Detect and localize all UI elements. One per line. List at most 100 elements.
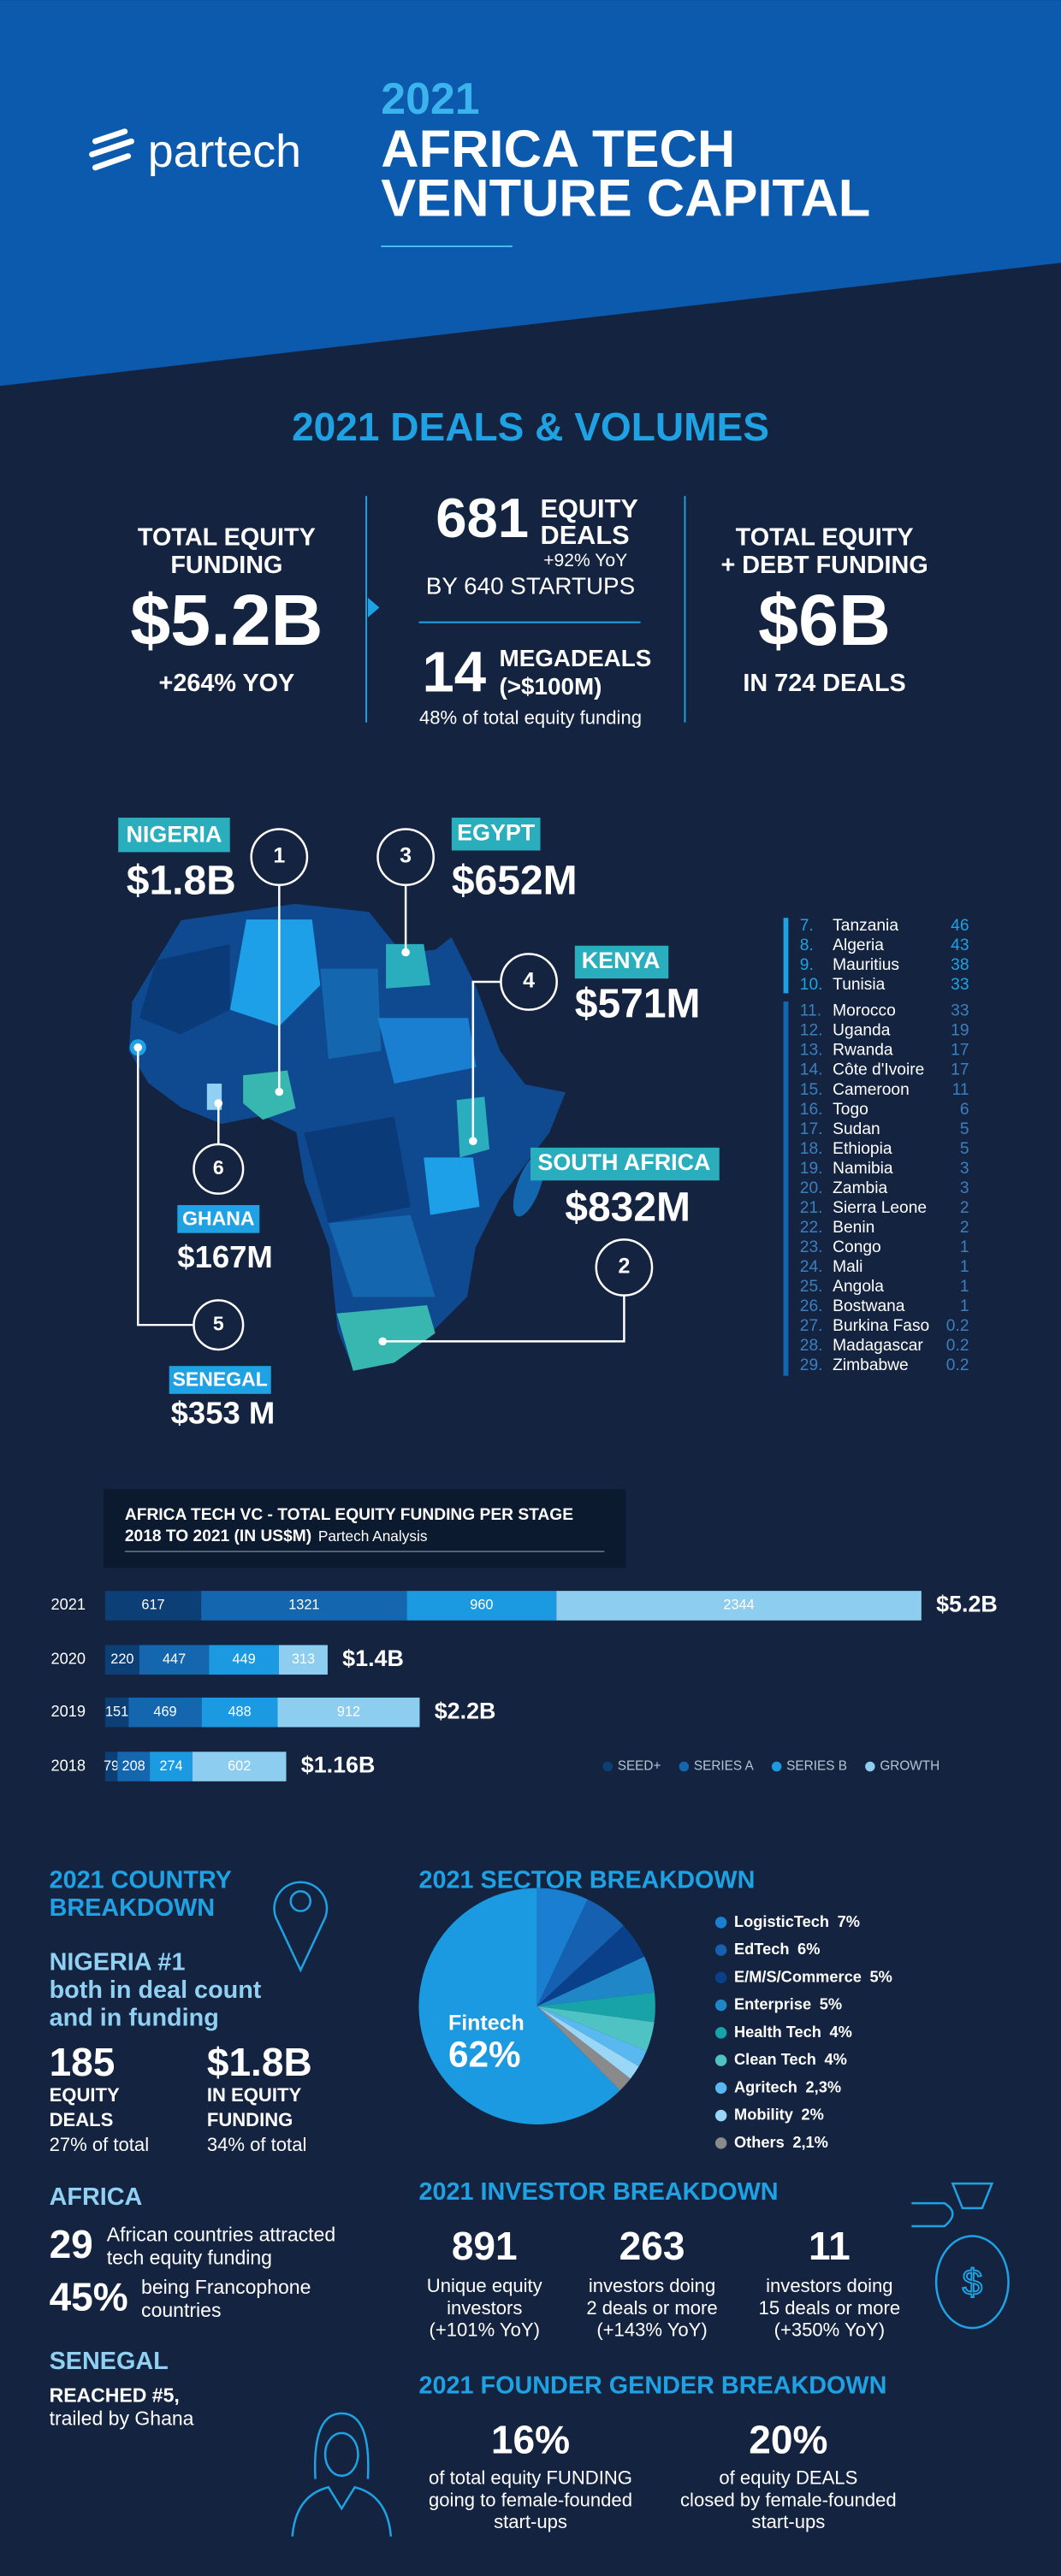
stat-description: investors [447,2297,522,2319]
section-heading: BREAKDOWN [50,1894,215,1922]
stat-value: 891 [452,2224,518,2268]
rank: 29. [800,1356,823,1374]
legend-category: Others [734,2133,785,2151]
segment-label: 912 [337,1705,360,1720]
country-amount: 0.2 [946,1356,969,1374]
legend-label: Enterprise 5% [734,1994,842,2012]
legend-label: E/M/S/Commerce 5% [734,1967,892,1985]
section-heading: 2021 DEALS & VOLUMES [292,405,769,449]
legend-swatch [865,1761,875,1772]
bar-segment [150,1752,193,1781]
rank-circle [595,1238,654,1297]
country-amount: 0.2 [946,1317,969,1335]
stat-description: start-ups [494,2511,567,2532]
stat-label: EQUITY [541,493,638,523]
country-amount: 0.2 [946,1337,969,1355]
title: VENTURE CAPITAL [381,168,870,227]
country-name: Togo [833,1101,868,1119]
stat-description: of total equity FUNDING [429,2467,632,2488]
country-amount: $571M [575,981,701,1026]
face [323,2431,359,2478]
country-name: Namibia [833,1160,893,1178]
bar-segment [128,1697,202,1728]
rank-circle [193,1143,245,1195]
stat-label: (>$100M) [500,673,602,700]
label-box [118,818,230,853]
stat-description: (+143% YoY) [596,2319,707,2341]
stat-value: 11 [809,2224,851,2268]
country-amount: $353 M [171,1395,276,1430]
segment-label: 313 [292,1651,315,1667]
rank: 24. [800,1258,823,1276]
stat-label: TOTAL EQUITY [736,523,914,551]
stat-description: investors doing [589,2275,715,2296]
stat-description: of equity DEALS [719,2467,857,2488]
bar-segment [104,1697,129,1728]
legend-label: Others 2,1% [734,2133,828,2151]
label-box [451,818,541,851]
country-name: Zimbabwe [833,1356,909,1374]
legend-label: Agritech 2,3% [734,2077,841,2095]
country-amount: 5 [960,1140,969,1158]
stat-note: 34% of total [207,2134,307,2155]
country-label: SENEGAL [173,1368,268,1391]
country-amount: 43 [951,936,969,954]
rank: 10. [800,976,823,994]
stat-label: DEALS [541,520,630,550]
rank-number: 4 [523,969,535,993]
leader-line [382,1295,625,1343]
legend-swatch [714,2137,727,2149]
stat-value: 20% [749,2418,827,2462]
country-name: Angola [833,1278,884,1296]
legend-value: 6% [797,1940,820,1958]
rank: 15. [800,1081,823,1099]
legend-value: 2,1% [792,2133,828,2151]
country-amount: 2 [960,1199,969,1217]
legend-swatch [714,1999,727,2012]
pin-outline [273,1881,329,1973]
rank: 20. [800,1179,823,1197]
country-label: GHANA [182,1207,255,1229]
chart-title-line: 2018 TO 2021 (IN US$M) [125,1527,311,1545]
country-amount: 17 [951,1061,969,1079]
stat-value: 45% [50,2275,128,2319]
segment-label: 151 [105,1705,128,1720]
legend-swatch [602,1761,613,1772]
country-shape [304,1116,411,1224]
legend-label: Mobility 2% [734,2105,824,2123]
logo-stroke [92,128,128,145]
leader-dot [214,1099,223,1108]
stat-label: FUNDING [207,2109,293,2130]
total-label: $1.4B [342,1645,404,1671]
country-amount: 1 [960,1238,969,1256]
pie-label: Fintech [448,2011,525,2035]
pin-hole [289,1890,312,1912]
stat-note: IN 724 DEALS [743,670,905,697]
chart-title: 2018 TO 2021 (IN US$M) Partech Analysis [125,1527,428,1545]
chart-subtitle: Partech Analysis [318,1527,428,1544]
country-amount: 3 [960,1160,969,1178]
country-name: Mali [833,1258,862,1276]
leader-dot [275,1087,284,1096]
section-heading: 2021 COUNTRY [50,1867,232,1894]
country-amount: 5 [960,1120,969,1138]
rank: 21. [800,1199,823,1217]
bar-segment [278,1645,328,1675]
rank: 9. [800,956,814,974]
header-band [0,0,1061,387]
stat-note: being Francophone [141,2276,311,2298]
rank-circle [500,953,558,1011]
pin-icon [273,1881,329,1973]
country-name: Sudan [833,1120,880,1138]
bar-segment [104,1752,118,1781]
country-amount: 1 [960,1297,969,1315]
rank: 8. [800,936,814,954]
stat-label: + DEBT FUNDING [720,552,928,579]
highlight-text: NIGERIA #1 [50,1948,186,1976]
category-label: 2019 [51,1702,86,1720]
rank: 22. [800,1219,823,1237]
leader-dot [401,948,410,957]
stat-value: 29 [50,2222,93,2266]
pie-slice [536,2006,631,2091]
